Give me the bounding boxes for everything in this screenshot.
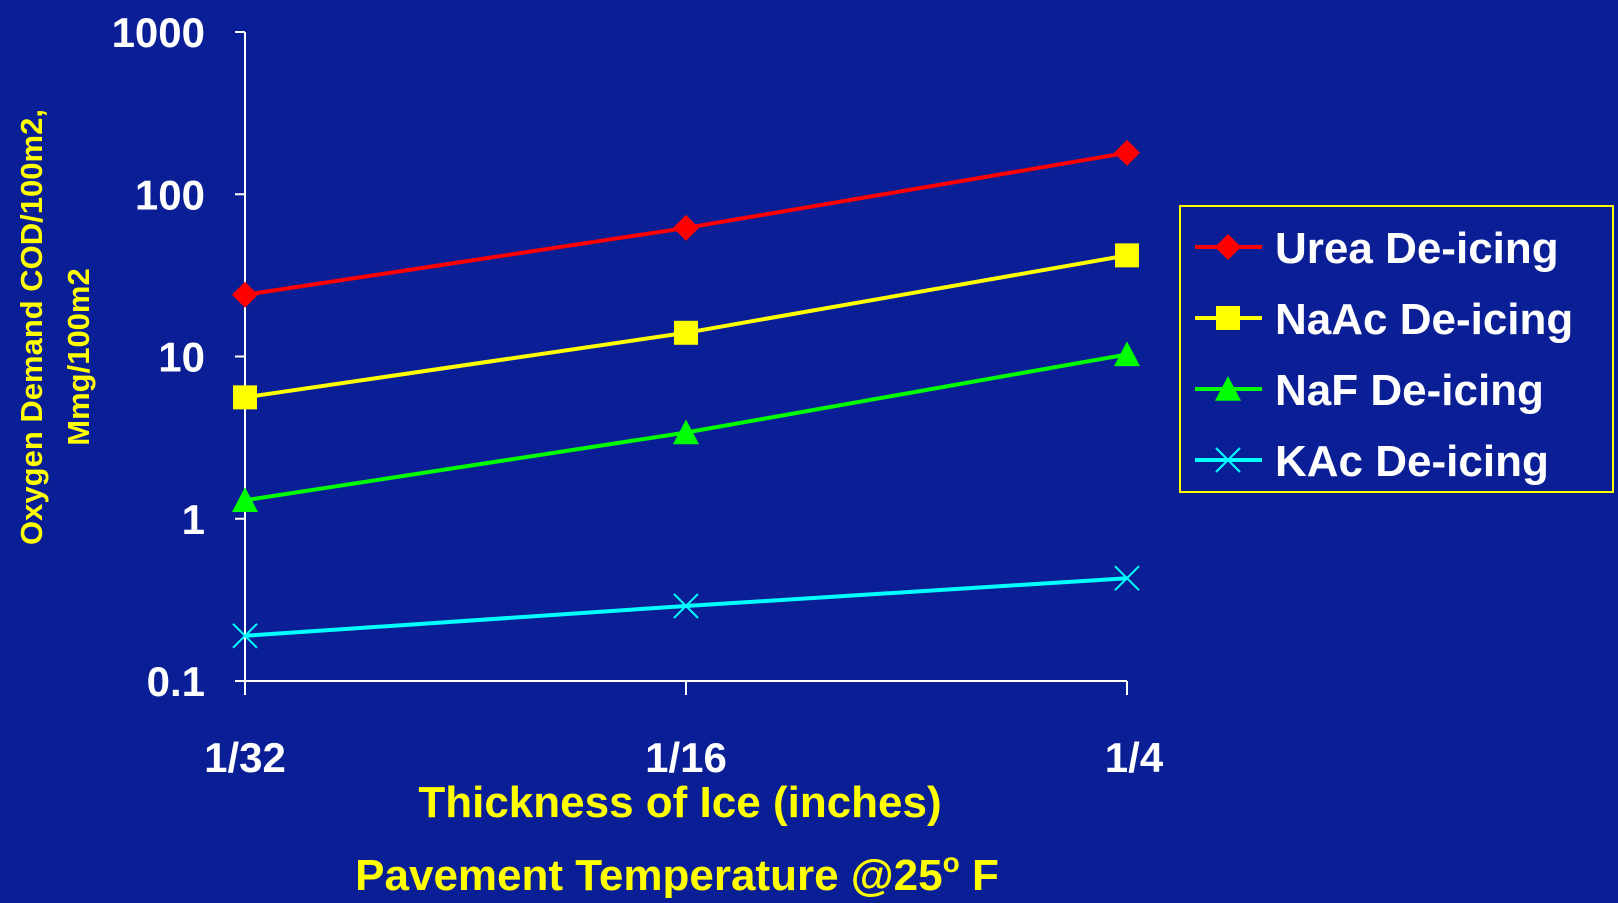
data-point <box>232 623 258 649</box>
series-naf-de-icing <box>232 341 1140 512</box>
data-point <box>673 214 699 241</box>
series-urea-de-icing <box>232 139 1140 308</box>
y-tick-label: 1000 <box>112 9 205 56</box>
series-lines <box>232 139 1140 649</box>
data-point <box>1114 139 1140 166</box>
data-point <box>233 385 257 410</box>
marker-stroke <box>1114 565 1140 591</box>
y-axis-title-line2: Mmg/100m2 <box>61 268 96 445</box>
y-tick-label: 0.1 <box>147 658 205 705</box>
legend-items: Urea De-icing NaAc De-icing NaF De-icing KA… <box>1195 224 1573 486</box>
legend-marker <box>1215 234 1241 260</box>
x-tick-label: 1/32 <box>204 734 286 781</box>
data-point <box>673 593 699 619</box>
legend-marker <box>1215 376 1241 401</box>
data-point <box>1114 341 1140 367</box>
legend-marker <box>1215 447 1241 473</box>
legend: Urea De-icing NaAc De-icing NaF De-icing KA… <box>1179 205 1614 493</box>
y-tick-label: 10 <box>158 334 205 381</box>
x-tick-label: 1/16 <box>645 734 727 781</box>
marker-stroke <box>232 623 258 649</box>
y-axis-title-line1: Oxygen Demand COD/100m2, <box>14 109 49 545</box>
legend-item: NaAc De-icing <box>1195 295 1573 344</box>
y-tick-label: 100 <box>135 171 205 218</box>
x-axis-subtitle-unit: F <box>960 851 999 898</box>
x-axis-subtitle: Pavement Temperature @25o F <box>355 847 999 898</box>
axes <box>235 31 1128 695</box>
x-axis-subtitle-main: Pavement Temperature @25 <box>355 851 942 898</box>
data-point <box>674 320 698 345</box>
data-point <box>1114 565 1140 591</box>
data-point <box>232 281 258 308</box>
data-point <box>673 419 699 445</box>
legend-label: NaAc De-icing <box>1275 295 1573 344</box>
legend-item: Urea De-icing <box>1195 224 1559 273</box>
legend-label: KAc De-icing <box>1275 437 1549 486</box>
y-tick-labels: 0.1 1 10 100 1000 <box>112 9 205 705</box>
y-tick-label: 1 <box>182 496 205 543</box>
legend-item: NaF De-icing <box>1195 366 1544 415</box>
marker-stroke <box>1215 447 1241 473</box>
data-point <box>232 487 258 512</box>
x-axis-title: Thickness of Ice (inches) <box>418 778 941 827</box>
legend-label: Urea De-icing <box>1275 224 1559 273</box>
legend-item: KAc De-icing <box>1195 437 1549 486</box>
series-naac-de-icing <box>233 243 1139 410</box>
legend-box <box>1179 205 1614 493</box>
x-tick-labels: 1/32 1/16 1/4 <box>204 734 1164 781</box>
legend-label: NaF De-icing <box>1275 366 1544 415</box>
x-tick-label: 1/4 <box>1105 734 1164 781</box>
series-kac-de-icing <box>232 565 1140 649</box>
degree-superscript: o <box>943 847 960 878</box>
data-point <box>1115 243 1139 268</box>
marker-stroke <box>673 593 699 619</box>
legend-marker <box>1216 306 1240 330</box>
